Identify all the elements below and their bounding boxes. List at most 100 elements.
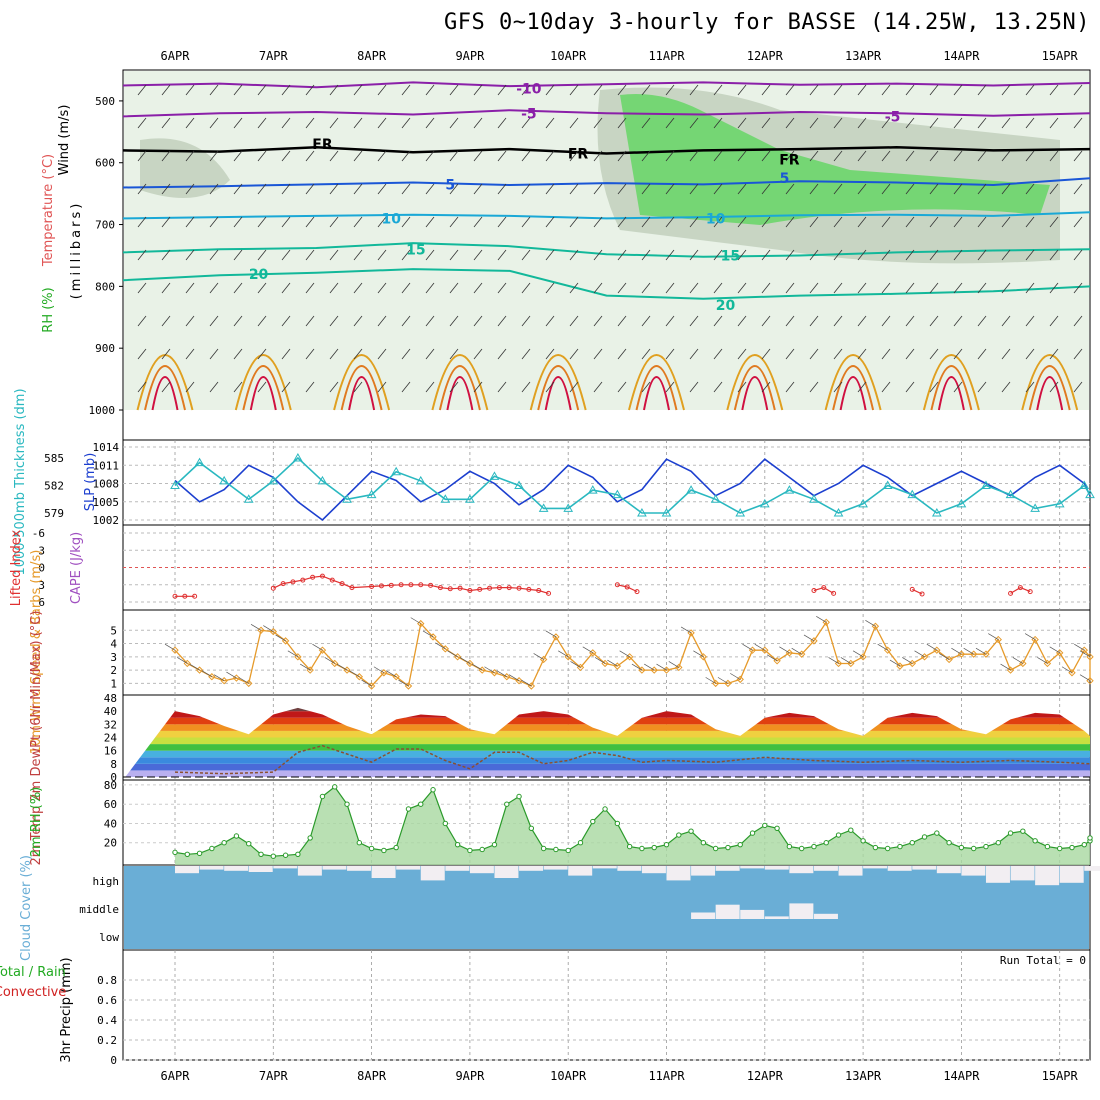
warm-contour (333, 354, 391, 411)
thickness-point (514, 480, 524, 489)
rh2m-point (368, 845, 375, 852)
wind-barb (593, 117, 603, 129)
lifted-index-point (300, 577, 306, 583)
wind-barb (761, 84, 771, 96)
wind-barb (305, 117, 315, 129)
rh2m-point (909, 840, 915, 846)
isotherm-label: 10 (706, 211, 726, 227)
rh2m-point (1032, 838, 1038, 844)
wind-barb (377, 348, 387, 360)
rh2m-point (172, 849, 178, 856)
rh2m-point (295, 851, 301, 857)
isotherm-label: 15 (406, 242, 425, 258)
wind-barb (689, 216, 699, 228)
wind-barb (929, 216, 939, 228)
wind-barb (785, 348, 795, 360)
thickness-point (293, 452, 303, 462)
thickness-point (981, 480, 991, 489)
wind-barb (329, 150, 339, 162)
rh2m-point (405, 806, 412, 812)
wind-barb (881, 282, 891, 294)
lifted-index-point (1008, 590, 1014, 596)
wind-barb (857, 216, 867, 228)
wind-barb (1001, 381, 1011, 393)
cloud-middle-block (715, 904, 740, 919)
pressure-tick-label: 1000 (89, 404, 116, 417)
wind10-barb (472, 663, 483, 671)
date-label-top: 11APR (648, 49, 685, 63)
wind10-barb (656, 663, 667, 671)
wind-barb (833, 150, 843, 162)
wind10-barb (238, 677, 249, 684)
warm-contour (937, 376, 965, 411)
wind-barb (569, 249, 579, 261)
wind10-barb (840, 657, 851, 664)
wind-barb (1025, 315, 1035, 327)
rh-shade-moist (620, 94, 1050, 225)
cloud-high-gap (445, 866, 470, 871)
wind-barb (449, 249, 459, 261)
wind-barb (713, 183, 723, 195)
thickness-point (1079, 480, 1090, 489)
rh2m-point (1007, 830, 1014, 836)
wind-barb (593, 183, 603, 195)
thickness-point (563, 503, 574, 512)
wind-barb (569, 150, 579, 162)
wind-barb (833, 84, 843, 96)
date-label-bottom: 9APR (455, 1069, 485, 1083)
wind-barb (1073, 150, 1083, 162)
wind-barb (761, 282, 771, 294)
wind-barb (641, 348, 651, 360)
rh-shade-left (140, 138, 230, 198)
thickness-point (637, 507, 647, 517)
wind-barb (689, 282, 699, 294)
isotherm-label: 5 (445, 177, 455, 193)
lifted-index-segment (813, 586, 834, 594)
lifted-index-point (1017, 585, 1023, 591)
warm-contour (839, 376, 867, 411)
wind-barb (737, 315, 747, 327)
wind10-barb (336, 663, 348, 671)
vertical-gridlines (174, 440, 1061, 1060)
wind-tick-label: 5 (110, 624, 117, 637)
date-label-bottom: 12APR (747, 1069, 784, 1083)
rh2m-point (418, 801, 424, 807)
wind-barb (761, 348, 771, 360)
rh2m-point (970, 845, 977, 852)
thickness-axis-label: 1000-500mb Thickness (dm) (13, 388, 28, 575)
thickness-point (317, 475, 328, 485)
isotherm-label: 15 (721, 248, 740, 264)
warm-contour (930, 365, 973, 411)
lifted-tick-label: 3 (38, 579, 45, 592)
lifted-index-point (310, 574, 316, 580)
warm-contour (643, 376, 670, 411)
wind10-barb (250, 623, 262, 631)
lifted-index-point (624, 584, 630, 590)
cloud-high-gap (273, 866, 298, 869)
cloud-high-gap (1084, 866, 1100, 871)
rh-tick-label: 60 (104, 798, 117, 811)
warm-contour (824, 354, 882, 411)
date-label-top: 8APR (357, 49, 387, 63)
wind-barb (281, 315, 291, 327)
temperature-axis-label: Temperature (°C) (41, 154, 56, 267)
wind-barb (737, 216, 747, 228)
wind10-barb (484, 666, 495, 674)
wind-barb (977, 84, 987, 96)
warm-contour (144, 365, 186, 411)
lifted-index-point (526, 586, 532, 592)
wind10-barb (1079, 650, 1091, 658)
thickness-point (342, 494, 352, 503)
wind-barb (689, 381, 699, 393)
rh2m-point (712, 845, 719, 852)
wind-barb (209, 282, 219, 294)
rh2m-point (209, 845, 215, 852)
wind10-barb (508, 674, 520, 682)
wind-barb (833, 282, 843, 294)
wind-barb (425, 381, 435, 393)
lifted-index-point (496, 585, 502, 591)
wind-barb (329, 315, 339, 327)
wind-barb (833, 183, 843, 195)
warm-contour (446, 376, 474, 411)
wind-barb (617, 150, 627, 162)
